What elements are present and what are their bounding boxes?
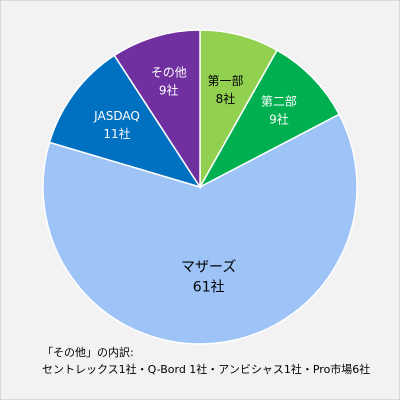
slice-category-label-2: マザーズ [181, 260, 236, 276]
pie-slice-3 [48, 54, 202, 189]
slice-category-label-3: JASDAQ [93, 109, 140, 123]
footnote-title: 「その他」の内訳: [42, 346, 134, 359]
slice-value-label-2: 61社 [193, 280, 225, 296]
pie-slice-4 [113, 29, 201, 190]
slice-value-label-3: 11社 [103, 126, 130, 141]
pie-slice-1 [198, 49, 341, 189]
slice-category-label-1: 第二部 [261, 94, 297, 109]
slice-value-label-0: 8社 [216, 91, 236, 106]
pie-slice-2 [42, 113, 358, 345]
slice-category-label-4: その他 [151, 66, 187, 80]
slice-value-label-4: 9社 [159, 83, 179, 98]
footnote-detail: セントレックス1社・Q-Bord 1社・アンビシャス1社・Pro市場6社 [42, 363, 371, 376]
slice-category-label-0: 第一部 [207, 73, 243, 88]
slice-value-label-1: 9社 [269, 112, 289, 127]
